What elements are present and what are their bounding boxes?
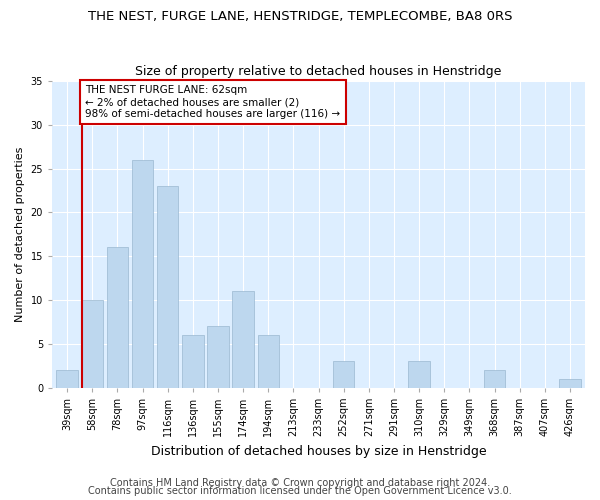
Bar <box>56 370 78 388</box>
Text: THE NEST, FURGE LANE, HENSTRIDGE, TEMPLECOMBE, BA8 0RS: THE NEST, FURGE LANE, HENSTRIDGE, TEMPLE… <box>88 10 512 23</box>
Bar <box>208 326 229 388</box>
Bar <box>132 160 153 388</box>
Y-axis label: Number of detached properties: Number of detached properties <box>15 146 25 322</box>
Bar <box>232 292 254 388</box>
Bar <box>157 186 178 388</box>
Bar <box>484 370 505 388</box>
Bar <box>333 362 355 388</box>
Bar <box>107 248 128 388</box>
Title: Size of property relative to detached houses in Henstridge: Size of property relative to detached ho… <box>136 66 502 78</box>
Text: THE NEST FURGE LANE: 62sqm
← 2% of detached houses are smaller (2)
98% of semi-d: THE NEST FURGE LANE: 62sqm ← 2% of detac… <box>85 86 341 118</box>
Bar <box>257 335 279 388</box>
Bar <box>182 335 203 388</box>
Bar <box>409 362 430 388</box>
Bar <box>559 379 581 388</box>
X-axis label: Distribution of detached houses by size in Henstridge: Distribution of detached houses by size … <box>151 444 487 458</box>
Bar <box>82 300 103 388</box>
Text: Contains HM Land Registry data © Crown copyright and database right 2024.: Contains HM Land Registry data © Crown c… <box>110 478 490 488</box>
Text: Contains public sector information licensed under the Open Government Licence v3: Contains public sector information licen… <box>88 486 512 496</box>
